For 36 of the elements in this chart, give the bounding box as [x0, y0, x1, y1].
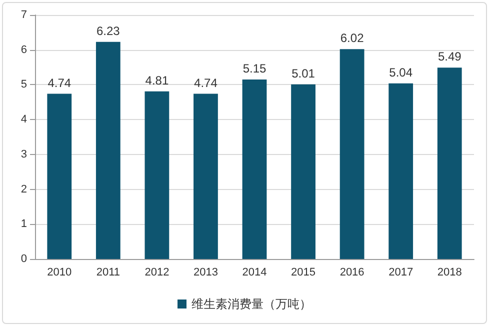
x-tick-label: 2014 [242, 266, 267, 278]
bar [388, 83, 414, 259]
y-tick-label: 6 [20, 44, 27, 56]
bar [340, 49, 364, 259]
data-label: 6.23 [96, 24, 120, 38]
bar [144, 91, 170, 259]
data-label: 4.74 [194, 76, 218, 90]
x-tick-label: 2015 [291, 266, 316, 278]
y-tick-label: 1 [20, 218, 27, 230]
y-tick-label: 0 [20, 253, 27, 265]
legend-label: 维生素消费量（万吨） [192, 297, 312, 311]
data-label: 5.49 [438, 50, 462, 64]
bar [194, 94, 218, 259]
bar [47, 94, 72, 259]
x-tick-label: 2013 [193, 266, 218, 278]
y-tick-label: 7 [20, 9, 27, 21]
bar [291, 84, 316, 259]
y-tick-label: 3 [20, 148, 27, 160]
x-tick-label: 2016 [340, 266, 364, 278]
y-tick-label: 5 [20, 78, 27, 91]
bar [242, 79, 267, 259]
x-tick-label: 2017 [388, 266, 414, 278]
bar [96, 42, 120, 259]
data-label: 5.01 [292, 66, 316, 80]
data-label: 5.15 [242, 61, 266, 76]
x-tick-label: 2012 [144, 266, 170, 278]
x-tick-label: 2018 [437, 266, 462, 278]
x-tick-label: 2010 [47, 266, 72, 278]
bar [437, 68, 462, 259]
y-tick-label: 4 [20, 114, 27, 126]
data-label: 4.81 [145, 73, 169, 88]
x-tick-label: 2011 [96, 266, 120, 278]
data-label: 5.04 [389, 65, 413, 80]
y-tick-label: 2 [20, 183, 27, 196]
data-label: 6.02 [340, 31, 364, 46]
data-label: 4.74 [48, 76, 72, 90]
